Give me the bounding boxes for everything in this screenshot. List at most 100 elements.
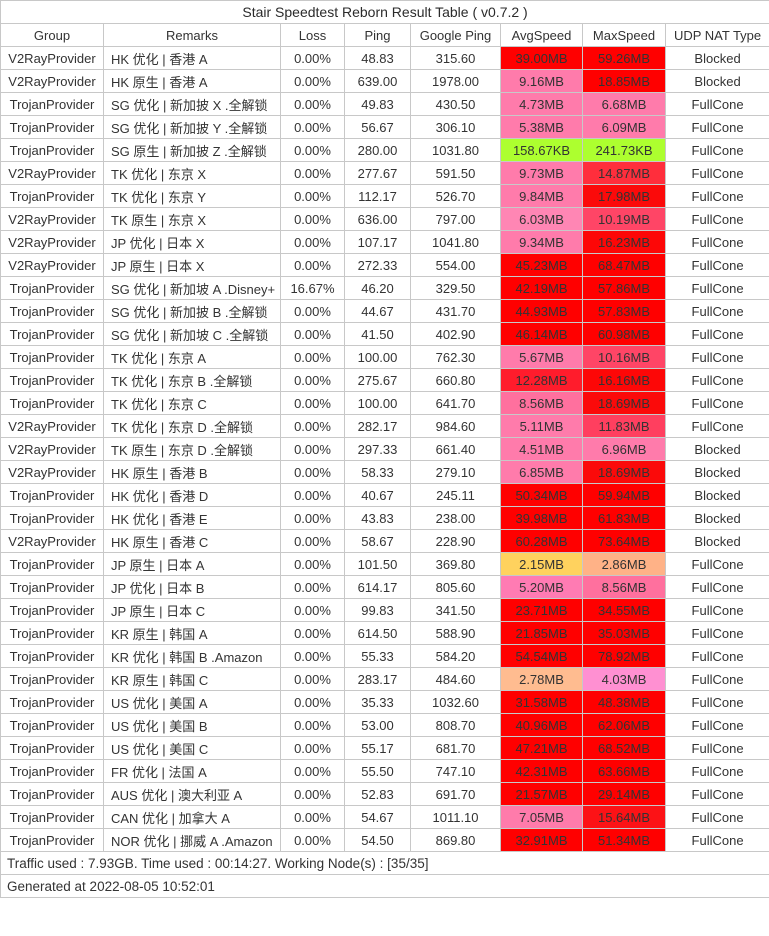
cell-group: TrojanProvider [0,345,104,369]
cell-loss: 0.00% [280,506,345,530]
header-row: Group Remarks Loss Ping Google Ping AvgS… [0,23,769,47]
cell-avgspeed: 42.31MB [500,759,583,783]
cell-loss: 0.00% [280,184,345,208]
cell-remarks: NOR 优化 | 挪威 A .Amazon [103,828,281,852]
table-row: TrojanProvider AUS 优化 | 澳大利亚 A 0.00% 52.83 6… [0,782,769,806]
cell-ping: 272.33 [344,253,411,277]
cell-group: TrojanProvider [0,667,104,691]
cell-group: TrojanProvider [0,276,104,300]
cell-group: V2RayProvider [0,230,104,254]
cell-group: TrojanProvider [0,506,104,530]
cell-nat-type: Blocked [664,46,769,70]
cell-group: TrojanProvider [0,299,104,323]
cell-maxspeed: 6.09MB [582,115,666,139]
cell-remarks: FR 优化 | 法国 A [103,759,281,783]
cell-ping: 282.17 [344,414,411,438]
table-row: TrojanProvider SG 优化 | 新加披 Y .全解锁 0.00% 56.… [0,115,769,139]
cell-google-ping: 238.00 [410,506,501,530]
cell-google-ping: 747.10 [410,759,501,783]
cell-maxspeed: 73.64MB [582,529,666,553]
cell-group: TrojanProvider [0,736,104,760]
cell-avgspeed: 21.85MB [500,621,583,645]
table-row: TrojanProvider TK 优化 | 东京 B .全解锁 0.00% 275.… [0,368,769,392]
cell-google-ping: 279.10 [410,460,501,484]
cell-ping: 100.00 [344,345,411,369]
cell-group: TrojanProvider [0,575,104,599]
cell-maxspeed: 60.98MB [582,322,666,346]
cell-nat-type: FullCone [664,368,769,392]
cell-loss: 0.00% [280,621,345,645]
table-row: TrojanProvider KR 原生 | 韩国 C 0.00% 283.17 484… [0,667,769,691]
cell-remarks: TK 原生 | 东京 X [103,207,281,231]
cell-avgspeed: 47.21MB [500,736,583,760]
cell-group: TrojanProvider [0,391,104,415]
cell-ping: 48.83 [344,46,411,70]
cell-google-ping: 306.10 [410,115,501,139]
cell-loss: 0.00% [280,115,345,139]
table-row: TrojanProvider TK 优化 | 东京 C 0.00% 100.00 641… [0,391,769,415]
cell-avgspeed: 23.71MB [500,598,583,622]
cell-ping: 46.20 [344,276,411,300]
cell-google-ping: 315.60 [410,46,501,70]
cell-nat-type: Blocked [664,460,769,484]
cell-google-ping: 554.00 [410,253,501,277]
cell-maxspeed: 15.64MB [582,805,666,829]
cell-maxspeed: 14.87MB [582,161,666,185]
cell-remarks: HK 优化 | 香港 A [103,46,281,70]
cell-remarks: HK 原生 | 香港 C [103,529,281,553]
cell-loss: 0.00% [280,207,345,231]
cell-maxspeed: 34.55MB [582,598,666,622]
cell-loss: 0.00% [280,230,345,254]
cell-avgspeed: 6.03MB [500,207,583,231]
cell-google-ping: 591.50 [410,161,501,185]
table-row: V2RayProvider TK 原生 | 东京 X 0.00% 636.00 797.… [0,207,769,231]
table-row: TrojanProvider JP 原生 | 日本 C 0.00% 99.83 341.… [0,598,769,622]
cell-avgspeed: 40.96MB [500,713,583,737]
cell-avgspeed: 44.93MB [500,299,583,323]
cell-loss: 0.00% [280,483,345,507]
cell-nat-type: FullCone [664,230,769,254]
cell-nat-type: FullCone [664,92,769,116]
cell-nat-type: FullCone [664,322,769,346]
cell-maxspeed: 68.52MB [582,736,666,760]
cell-loss: 0.00% [280,828,345,852]
table-row: TrojanProvider SG 原生 | 新加披 Z .全解锁 0.00% 280… [0,138,769,162]
cell-avgspeed: 60.28MB [500,529,583,553]
cell-google-ping: 228.90 [410,529,501,553]
cell-remarks: KR 原生 | 韩国 A [103,621,281,645]
cell-google-ping: 808.70 [410,713,501,737]
cell-google-ping: 329.50 [410,276,501,300]
cell-maxspeed: 62.06MB [582,713,666,737]
table-row: V2RayProvider TK 优化 | 东京 D .全解锁 0.00% 282.1… [0,414,769,438]
cell-loss: 0.00% [280,575,345,599]
cell-remarks: HK 原生 | 香港 A [103,69,281,93]
cell-avgspeed: 4.51MB [500,437,583,461]
cell-loss: 0.00% [280,299,345,323]
cell-ping: 614.50 [344,621,411,645]
cell-maxspeed: 10.16MB [582,345,666,369]
table-row: TrojanProvider TK 优化 | 东京 A 0.00% 100.00 762… [0,345,769,369]
cell-remarks: KR 原生 | 韩国 C [103,667,281,691]
column-header-group: Group [0,23,104,47]
cell-google-ping: 526.70 [410,184,501,208]
cell-google-ping: 869.80 [410,828,501,852]
cell-ping: 297.33 [344,437,411,461]
cell-nat-type: FullCone [664,391,769,415]
cell-google-ping: 641.70 [410,391,501,415]
cell-ping: 639.00 [344,69,411,93]
cell-remarks: TK 原生 | 东京 D .全解锁 [103,437,281,461]
table-row: TrojanProvider KR 原生 | 韩国 A 0.00% 614.50 588… [0,621,769,645]
cell-avgspeed: 9.73MB [500,161,583,185]
cell-google-ping: 1032.60 [410,690,501,714]
cell-maxspeed: 6.68MB [582,92,666,116]
cell-remarks: SG 优化 | 新加披 B .全解锁 [103,299,281,323]
cell-loss: 0.00% [280,322,345,346]
cell-avgspeed: 12.28MB [500,368,583,392]
cell-remarks: TK 优化 | 东京 A [103,345,281,369]
cell-google-ping: 402.90 [410,322,501,346]
column-header-udp-nat-type: UDP NAT Type [664,23,769,47]
cell-group: TrojanProvider [0,805,104,829]
cell-nat-type: Blocked [664,437,769,461]
cell-group: V2RayProvider [0,437,104,461]
